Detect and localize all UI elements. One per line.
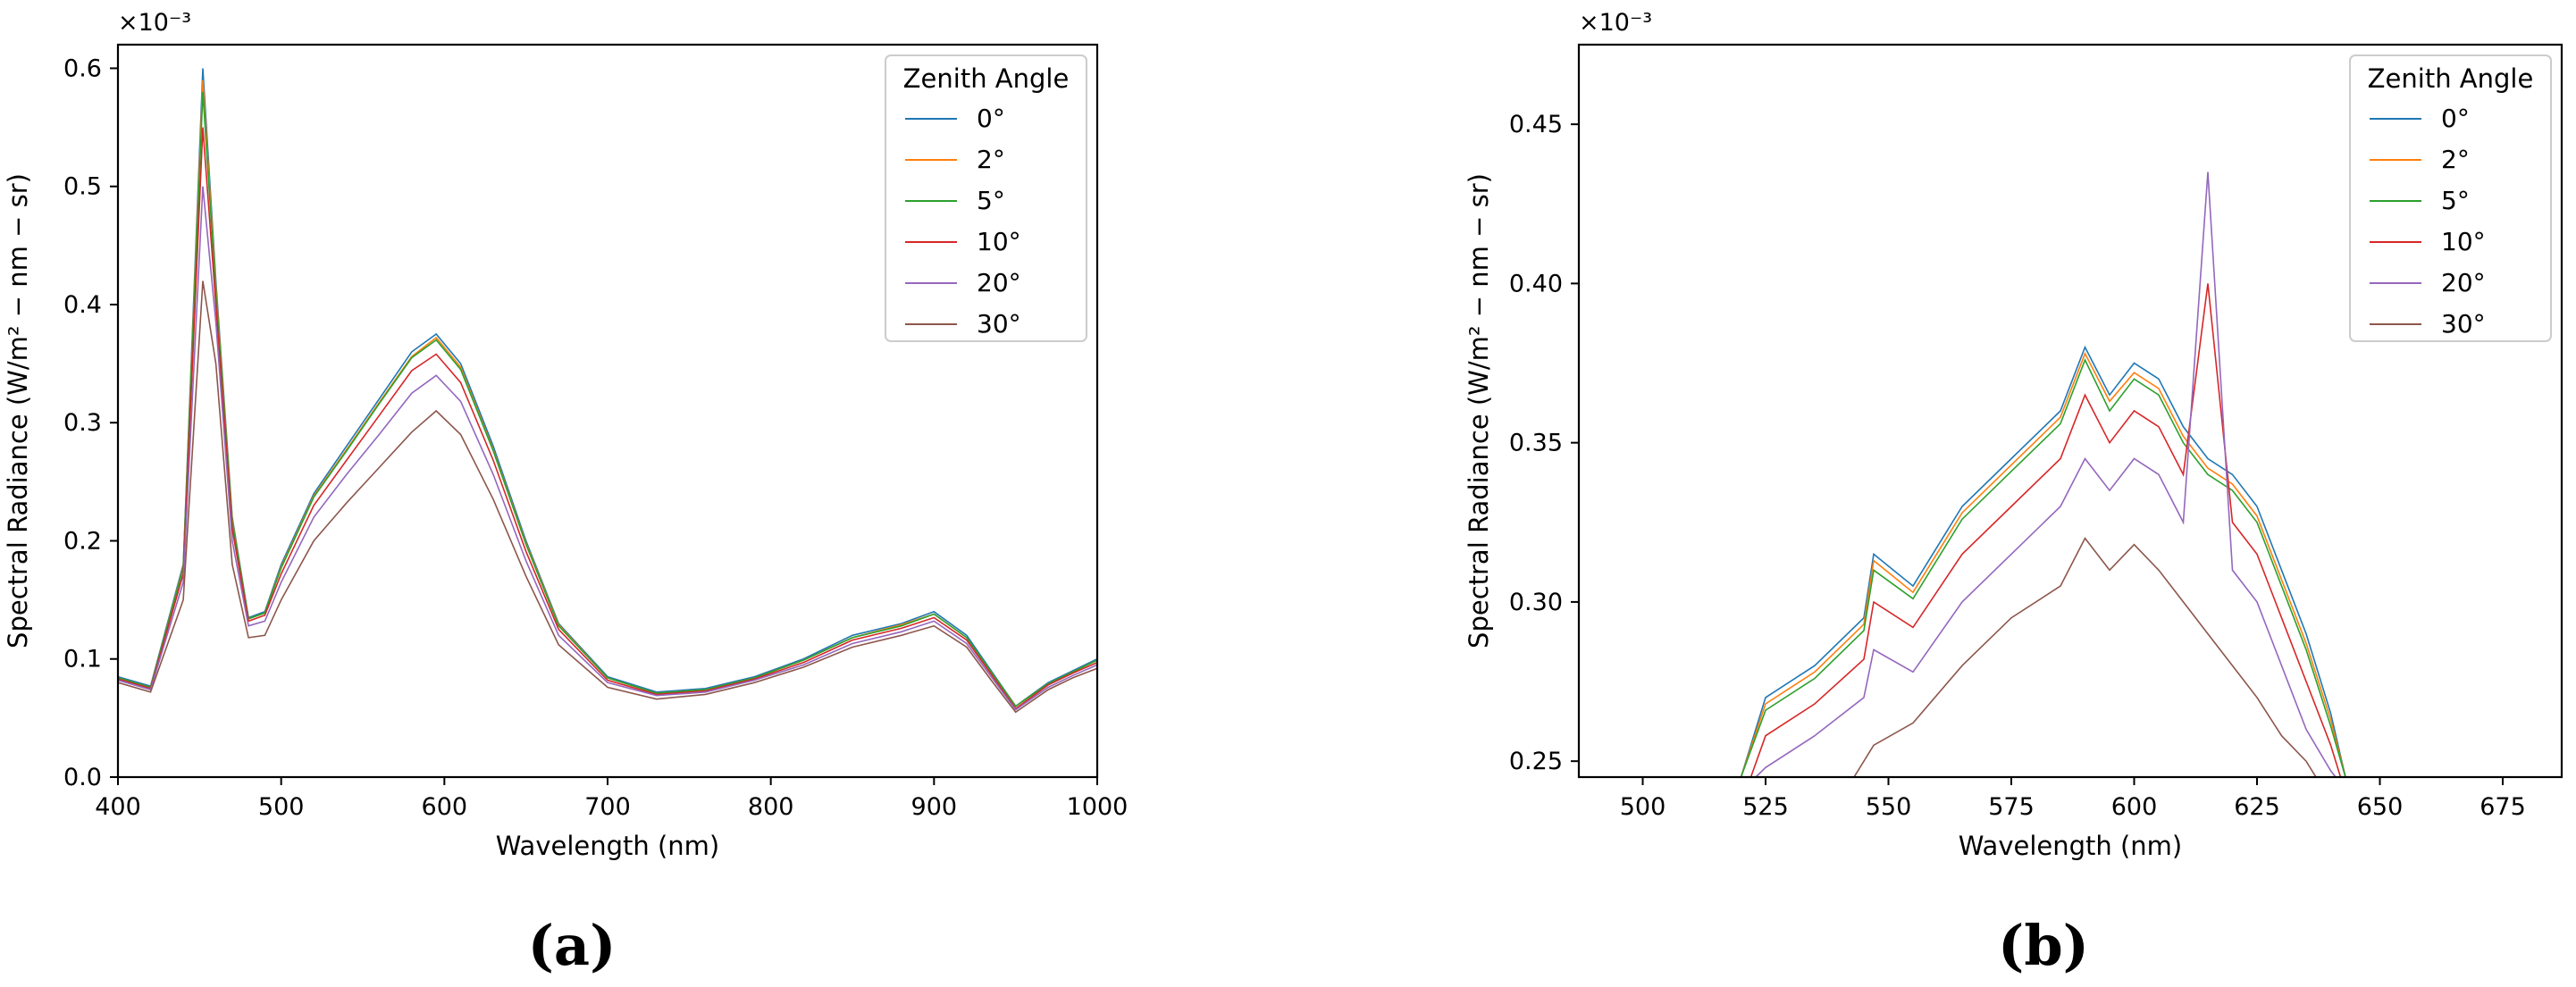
series-line-4 [1755,171,2337,777]
x-tick-label: 700 [584,793,631,821]
series-line-5 [118,280,1097,714]
x-tick-label: 500 [1620,793,1666,821]
panel-b-chart: 500 525 550 575 600 625 650 675 0.25 0.30 0.35 0.40… [1464,9,2563,978]
series-line-2 [1740,357,2346,777]
series-lines [118,68,1097,714]
legend: Zenith Angle 0° 2° 5° 10° 20° 30° [2349,54,2552,342]
legend-title: Zenith Angle [903,63,1070,94]
legend-title: Zenith Angle [2368,63,2534,94]
legend-box [885,54,1087,342]
series-line-4 [118,186,1097,711]
series-lines [1740,171,2346,777]
series-line-3 [1749,283,2342,777]
x-tick-label: 625 [2234,793,2280,821]
panel-caption: (a) [528,913,617,978]
x-tick-label: 675 [2480,793,2526,821]
y-tick-label: 0.0 [63,764,102,791]
y-multiplier: ×10⁻³ [1579,9,1652,37]
series-line-0 [1740,345,2346,777]
y-tick-label: 0.40 [1509,270,1563,297]
y-tick-label: 0.4 [63,291,102,319]
y-tick-label: 0.25 [1509,748,1563,775]
x-tick-label: 600 [2111,793,2158,821]
x-axis-label: Wavelength (nm) [1959,831,2183,861]
x-tick-label: 550 [1866,793,1912,821]
series-line-3 [118,127,1097,710]
legend-entry-label: 5° [977,186,1005,215]
legend-entry-label: 0° [2441,104,2470,133]
x-tick-label: 400 [95,793,141,821]
y-tick-label: 0.45 [1509,111,1563,138]
y-multiplier: ×10⁻³ [118,9,191,37]
y-tick-label: 0.2 [63,527,102,555]
legend-box [2349,54,2552,342]
plot-frame [1577,43,2563,779]
y-tick-label: 0.1 [63,646,102,673]
y-tick-label: 0.35 [1509,430,1563,457]
legend-entry-label: 20° [977,268,1021,297]
series-line-2 [118,91,1097,707]
legend-entry-label: 0° [977,104,1005,133]
legend: Zenith Angle 0° 2° 5° 10° 20° 30° [885,54,1087,342]
x-tick-label: 900 [911,793,958,821]
y-tick-label: 0.3 [63,409,102,437]
legend-entry-label: 10° [977,227,1021,256]
series-line-1 [1740,351,2346,777]
x-tick-label: 600 [422,793,468,821]
y-tick-label: 0.30 [1509,589,1563,616]
x-tick-label: 575 [1988,793,2035,821]
x-tick-label: 500 [258,793,305,821]
x-tick-label: 800 [748,793,794,821]
panel-a-chart: 400 500 600 700 800 900 1000 0.0 0.1 0.2 0.3 0.4 0.5… [3,9,1128,978]
legend-entry-label: 30° [2441,309,2486,339]
legend-entry-label: 10° [2441,227,2486,256]
legend-entry-label: 30° [977,309,1021,339]
y-axis-label: Spectral Radiance (W/m² − nm − sr) [1464,173,1494,648]
y-tick-label: 0.6 [63,54,102,82]
x-axis-label: Wavelength (nm) [496,831,720,861]
y-tick-label: 0.5 [63,173,102,201]
x-tick-label: 1000 [1067,793,1129,821]
series-line-5 [1853,537,2317,777]
legend-entry-label: 20° [2441,268,2486,297]
x-tick-label: 650 [2357,793,2404,821]
y-axis-label: Spectral Radiance (W/m² − nm − sr) [3,173,33,648]
legend-entry-label: 2° [2441,145,2470,174]
legend-entry-label: 5° [2441,186,2470,215]
legend-entry-label: 2° [977,145,1005,174]
x-tick-label: 525 [1742,793,1789,821]
panel-caption: (b) [1998,913,2089,978]
